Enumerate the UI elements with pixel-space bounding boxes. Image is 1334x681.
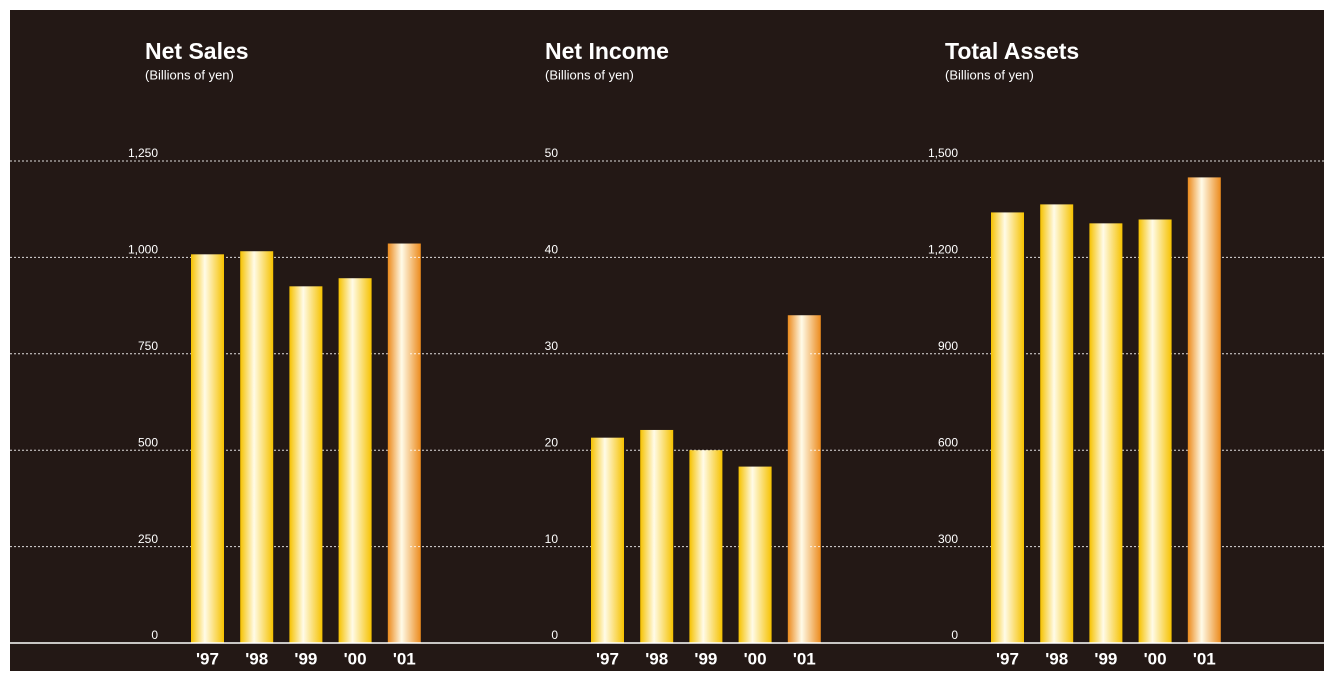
bar bbox=[387, 243, 421, 643]
x-tick-label: '00 bbox=[1144, 649, 1167, 668]
chart-title: Net Income bbox=[545, 38, 669, 64]
bar bbox=[1040, 204, 1074, 643]
x-tick-label: '98 bbox=[645, 649, 668, 668]
bar bbox=[240, 251, 274, 643]
bar bbox=[338, 278, 372, 643]
y-tick-label: 0 bbox=[951, 628, 958, 642]
x-tick-label: '97 bbox=[996, 649, 1019, 668]
x-tick-label: '97 bbox=[596, 649, 619, 668]
y-tick-label: 250 bbox=[138, 532, 158, 546]
x-tick-label: '00 bbox=[744, 649, 767, 668]
x-tick-label: '00 bbox=[344, 649, 367, 668]
x-tick-label: '01 bbox=[393, 649, 416, 668]
bar bbox=[991, 212, 1024, 643]
y-tick-label: 600 bbox=[938, 435, 958, 449]
x-tick-label: '98 bbox=[245, 649, 268, 668]
y-tick-label: 1,200 bbox=[928, 243, 958, 257]
y-tick-label: 0 bbox=[551, 628, 558, 642]
chart-title: Net Sales bbox=[145, 38, 249, 64]
y-tick-label: 30 bbox=[545, 339, 559, 353]
bar bbox=[591, 437, 624, 643]
bar bbox=[1187, 177, 1221, 643]
bar bbox=[289, 286, 323, 643]
chart-subtitle: (Billions of yen) bbox=[145, 67, 234, 82]
x-tick-label: '01 bbox=[1193, 649, 1216, 668]
x-tick-label: '97 bbox=[196, 649, 219, 668]
y-tick-label: 20 bbox=[545, 435, 559, 449]
y-tick-label: 750 bbox=[138, 339, 158, 353]
bar bbox=[787, 315, 821, 643]
x-tick-label: '99 bbox=[694, 649, 717, 668]
y-tick-label: 500 bbox=[138, 435, 158, 449]
chart-title: Total Assets bbox=[945, 38, 1079, 64]
y-tick-label: 300 bbox=[938, 532, 958, 546]
bar bbox=[640, 429, 674, 643]
x-tick-label: '99 bbox=[294, 649, 317, 668]
y-tick-label: 900 bbox=[938, 339, 958, 353]
y-tick-label: 50 bbox=[545, 146, 559, 160]
bar bbox=[738, 466, 772, 643]
y-tick-label: 10 bbox=[545, 532, 559, 546]
x-tick-label: '01 bbox=[793, 649, 816, 668]
bar bbox=[191, 254, 224, 644]
x-tick-label: '98 bbox=[1045, 649, 1068, 668]
chart-subtitle: (Billions of yen) bbox=[945, 67, 1034, 82]
bar bbox=[689, 450, 723, 643]
y-tick-label: 1,250 bbox=[128, 146, 158, 160]
bar bbox=[1138, 219, 1172, 643]
y-tick-label: 0 bbox=[151, 628, 158, 642]
y-tick-label: 1,500 bbox=[928, 146, 958, 160]
y-tick-label: 1,000 bbox=[128, 243, 158, 257]
chart-subtitle: (Billions of yen) bbox=[545, 67, 634, 82]
bar bbox=[1089, 223, 1123, 643]
y-tick-label: 40 bbox=[545, 243, 559, 257]
x-tick-label: '99 bbox=[1094, 649, 1117, 668]
